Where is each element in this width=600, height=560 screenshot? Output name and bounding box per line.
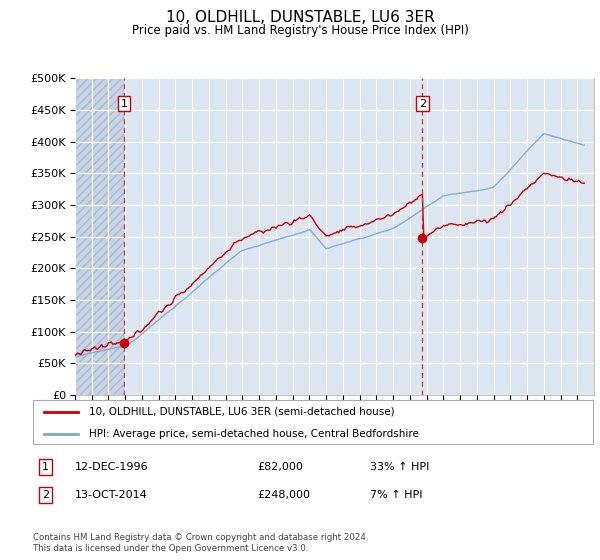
Text: 12-DEC-1996: 12-DEC-1996	[75, 463, 149, 472]
Text: 33% ↑ HPI: 33% ↑ HPI	[370, 463, 429, 472]
Text: £248,000: £248,000	[257, 489, 310, 500]
Text: 2: 2	[419, 99, 426, 109]
Text: 10, OLDHILL, DUNSTABLE, LU6 3ER: 10, OLDHILL, DUNSTABLE, LU6 3ER	[166, 10, 434, 25]
Text: 1: 1	[42, 463, 49, 472]
FancyBboxPatch shape	[33, 400, 593, 444]
Text: HPI: Average price, semi-detached house, Central Bedfordshire: HPI: Average price, semi-detached house,…	[89, 429, 419, 438]
Text: 1: 1	[121, 99, 127, 109]
Text: 7% ↑ HPI: 7% ↑ HPI	[370, 489, 422, 500]
Bar	[75, 78, 124, 395]
Bar	[75, 78, 124, 395]
Text: 10, OLDHILL, DUNSTABLE, LU6 3ER (semi-detached house): 10, OLDHILL, DUNSTABLE, LU6 3ER (semi-de…	[89, 407, 395, 417]
Text: 13-OCT-2014: 13-OCT-2014	[75, 489, 148, 500]
Text: 2: 2	[42, 489, 49, 500]
Text: £82,000: £82,000	[257, 463, 303, 472]
Text: Price paid vs. HM Land Registry's House Price Index (HPI): Price paid vs. HM Land Registry's House …	[131, 24, 469, 36]
Text: Contains HM Land Registry data © Crown copyright and database right 2024.
This d: Contains HM Land Registry data © Crown c…	[33, 533, 368, 553]
